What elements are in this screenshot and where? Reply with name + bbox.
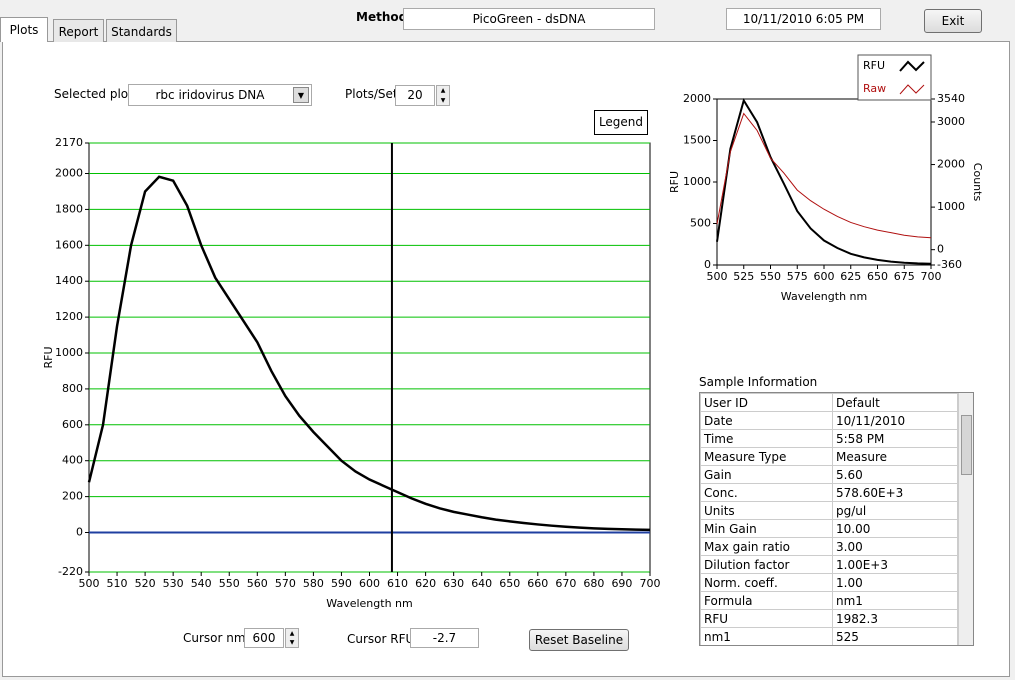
cursor-rfu-label: Cursor RFU [347,632,415,646]
table-cell: Date [700,411,833,430]
cursor-nm[interactable]: 600 [244,628,284,648]
table-cell: pg/ul [832,501,958,520]
table-cell: RFU [700,609,833,628]
table-row: nm1 525 [700,627,958,645]
table-cell: 5:58 PM [832,429,958,448]
table-cell: Dilution factor [700,555,833,574]
table-row: RFU 1982.3 [700,609,958,628]
plots-per-set[interactable]: 20 [395,85,435,106]
scroll-thumb[interactable] [961,415,972,475]
exit-button[interactable]: Exit [924,9,982,33]
table-cell: Conc. [700,483,833,502]
table-cell: Min Gain [700,519,833,538]
scrollbar[interactable] [958,393,973,645]
spinner[interactable]: ▲ ▼ [285,628,299,648]
cursor-rfu: -2.7 [410,628,479,648]
table-cell: Formula [700,591,833,610]
table-row: Dilution factor 1.00E+3 [700,555,958,574]
sample-table-frame: User ID Default Date 10/11/2010 Time 5:58 PM M… [699,392,974,646]
table-row: Formula nm1 [700,591,958,610]
table-cell: Default [832,393,958,412]
table-cell: 578.60E+3 [832,483,958,502]
datetime: 10/11/2010 6:05 PM [726,8,881,30]
selected-plot-label: Selected plot [54,87,133,101]
table-cell: nm1 [700,627,833,645]
method-label: Method [356,10,408,24]
legend-button[interactable]: Legend [594,110,648,135]
cursor-nm-label: Cursor nm [183,631,246,645]
plots-per-set-label: Plots/Set [345,87,398,101]
table-row: Conc. 578.60E+3 [700,483,958,502]
table-cell: 3.00 [832,537,958,556]
table-cell: Gain [700,465,833,484]
plot-select[interactable]: rbc iridovirus DNA [128,84,312,106]
reset-button[interactable]: Reset Baseline [529,629,629,651]
table-row: Time 5:58 PM [700,429,958,448]
tab[interactable]: Standards [106,19,177,42]
spinner[interactable]: ▲ ▼ [436,85,450,106]
table-cell: 525 [832,627,958,645]
sample-info-title: Sample Information [699,375,818,389]
table-cell: Norm. coeff. [700,573,833,592]
table-row: Min Gain 10.00 [700,519,958,538]
table-cell: Time [700,429,833,448]
table-cell: 1.00 [832,573,958,592]
table-cell: 1982.3 [832,609,958,628]
table-cell: Measure Type [700,447,833,466]
method-field: PicoGreen - dsDNA [403,8,655,30]
table-cell: 5.60 [832,465,958,484]
table-row: Date 10/11/2010 [700,411,958,430]
dropdown-arrow[interactable]: ▼ [293,87,309,103]
sample-table: User ID Default Date 10/11/2010 Time 5:58 PM M… [700,393,958,645]
table-row: Gain 5.60 [700,465,958,484]
table-row: Measure Type Measure [700,447,958,466]
table-row: Norm. coeff. 1.00 [700,573,958,592]
table-cell: Units [700,501,833,520]
table-cell: 1.00E+3 [832,555,958,574]
table-cell: Max gain ratio [700,537,833,556]
table-cell: User ID [700,393,833,412]
tab[interactable]: Report [53,19,104,42]
table-cell: Measure [832,447,958,466]
table-cell: nm1 [832,591,958,610]
table-cell: 10.00 [832,519,958,538]
table-cell: 10/11/2010 [832,411,958,430]
table-row: User ID Default [700,393,958,412]
tab[interactable]: Plots [0,17,48,42]
table-row: Max gain ratio 3.00 [700,537,958,556]
table-row: Units pg/ul [700,501,958,520]
